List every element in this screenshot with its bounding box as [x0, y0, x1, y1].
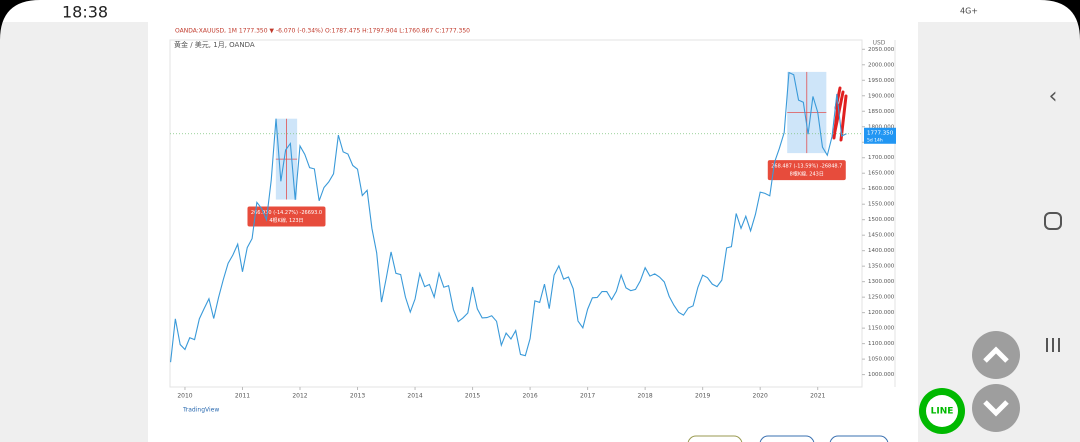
y-tick-label: 1600.000 [868, 186, 895, 192]
x-tick-label: 2015 [465, 393, 480, 400]
bottom-button[interactable] [829, 435, 889, 442]
x-tick-label: 2011 [235, 393, 250, 400]
network: 4G+ [960, 7, 978, 16]
price-line [170, 71, 847, 363]
y-tick-label: 1250.000 [868, 295, 895, 301]
y-tick-label: 1000.000 [868, 372, 895, 378]
y-tick-label: 1550.000 [868, 202, 895, 208]
y-tick-label: 2050.000 [868, 47, 895, 53]
ohlc-header: OANDA:XAUUSD, 1M 1777.350 ▼ -6.070 (-0.3… [175, 28, 470, 35]
corner [0, 0, 40, 40]
x-tick-label: 2017 [580, 393, 595, 400]
time: 18:38 [62, 3, 108, 22]
range-label: 268.487 (-13.59%) -26848.7 [771, 164, 842, 170]
y-tick-label: 1650.000 [868, 171, 895, 177]
line-label: LINE [931, 407, 954, 417]
range-label: 266.930 (-14.27%) -26693.0 [251, 210, 322, 216]
x-tick-label: 2010 [177, 393, 192, 400]
corner [1040, 0, 1080, 40]
bottom-button[interactable] [759, 435, 815, 442]
countdown: 5d 14h [867, 137, 883, 143]
range-sub: 4根K線, 123日 [269, 217, 303, 224]
y-tick-label: 1050.000 [868, 357, 895, 363]
last-price-label: 1777.350 [867, 130, 894, 136]
line-bubble [926, 395, 958, 427]
nav-home[interactable] [1044, 212, 1062, 230]
y-tick-label: 1950.000 [868, 78, 895, 84]
y-tick-label: 1800.000 [868, 124, 895, 130]
last-price-box [864, 127, 896, 144]
brand: TradingView [182, 407, 219, 414]
x-tick-label: 2020 [753, 393, 768, 400]
y-tick-label: 1350.000 [868, 264, 895, 270]
bottom-button[interactable] [687, 435, 743, 442]
y-tick-label: 1500.000 [868, 217, 895, 223]
y-tick-label: 1400.000 [868, 248, 895, 254]
y-tick-label: 1450.000 [868, 233, 895, 239]
y-tick-label: 1700.000 [868, 155, 895, 161]
y-tick-label: 1100.000 [868, 341, 895, 347]
status-bar [0, 0, 1080, 22]
x-tick-label: 2014 [407, 393, 422, 400]
legend: 黄金 / 美元, 1月, OANDA [174, 40, 255, 49]
nav-back[interactable]: ‹ [1049, 84, 1058, 109]
x-tick-label: 2016 [522, 393, 537, 400]
card [148, 22, 918, 442]
plot-frame [169, 39, 863, 388]
chevron [983, 400, 1009, 417]
y-tick-label: 1200.000 [868, 310, 895, 316]
range-sub: 8根K線, 243日 [790, 171, 824, 178]
x-tick-label: 2012 [292, 393, 307, 400]
chevron [983, 346, 1009, 363]
y-tick-label: 2000.000 [868, 62, 895, 68]
y-tick-label: 1850.000 [868, 109, 895, 115]
x-tick-label: 2021 [810, 393, 825, 400]
range-label-box [767, 160, 846, 181]
hand-drawn-arrow [832, 86, 848, 142]
x-tick-label: 2019 [695, 393, 710, 400]
x-tick-label: 2013 [350, 393, 365, 400]
x-tick-label: 2018 [637, 393, 652, 400]
scroll-up[interactable] [972, 331, 1020, 379]
y-tick-label: 1150.000 [868, 326, 895, 332]
currency: USD [873, 40, 886, 47]
y-tick-label: 1300.000 [868, 279, 895, 285]
scroll-down[interactable] [972, 384, 1020, 432]
y-tick-label: 1900.000 [868, 93, 895, 99]
nav-recent[interactable] [1046, 338, 1060, 352]
